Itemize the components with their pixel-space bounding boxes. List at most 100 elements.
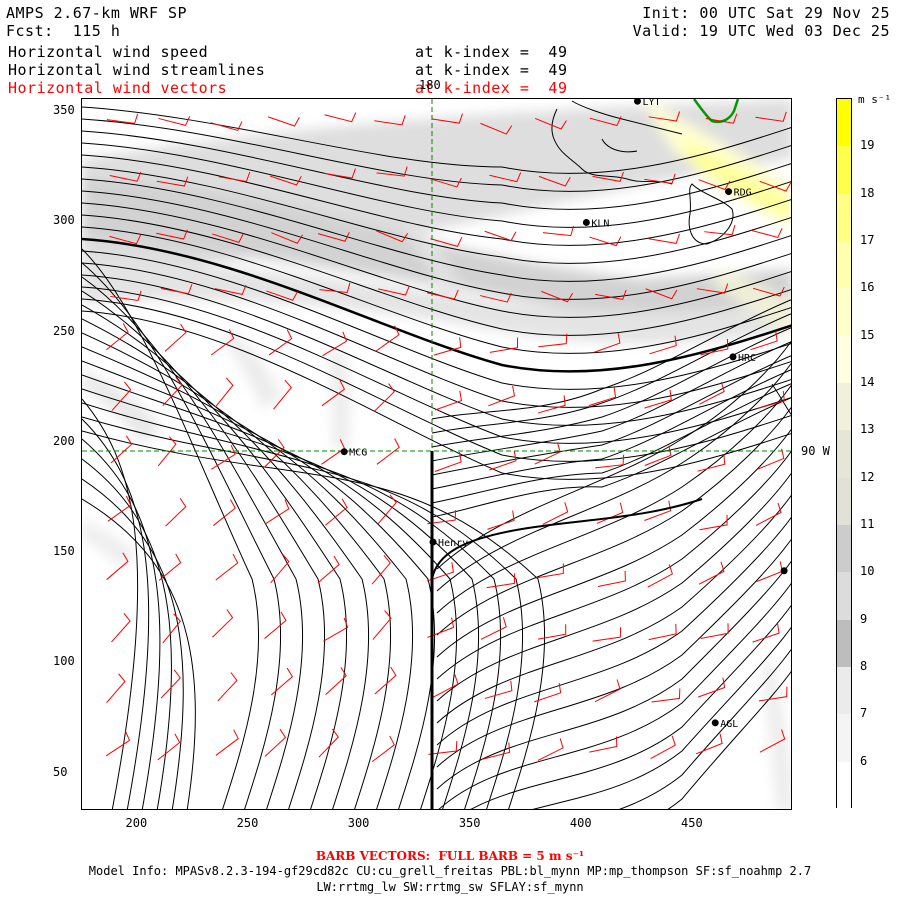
- wind-barb: [538, 395, 566, 414]
- station-marker: [729, 353, 737, 361]
- station-marker: [340, 448, 348, 456]
- wind-barb: [111, 381, 132, 411]
- y-tick-label: 250: [53, 323, 75, 338]
- colorbar-segment: [837, 667, 851, 715]
- wind-barb: [376, 230, 409, 243]
- wind-barb: [429, 177, 462, 188]
- x-tick-label: 450: [681, 816, 703, 830]
- streamline: [82, 178, 791, 282]
- wind-barb: [317, 555, 340, 584]
- streamline: [618, 648, 791, 809]
- station-label: HRC: [738, 353, 756, 364]
- field-name-3: Horizontal wind vectors: [8, 79, 228, 97]
- streamline: [438, 582, 791, 809]
- wind-barb: [210, 329, 235, 356]
- streamline: [82, 418, 150, 809]
- streamline: [436, 384, 791, 614]
- wind-barb: [595, 454, 625, 469]
- streamline: [82, 304, 348, 809]
- wind-barb: [214, 284, 247, 295]
- wind-barb: [535, 117, 567, 130]
- wind-barb: [649, 335, 677, 355]
- wind-barb: [264, 499, 290, 525]
- wind-barb: [375, 325, 400, 352]
- wind-barb: [162, 376, 183, 407]
- wind-barb: [211, 444, 236, 470]
- colorbar-segment: [837, 383, 851, 431]
- wind-barb: [699, 381, 725, 405]
- model-title: AMPS 2.67-km WRF SP: [6, 4, 188, 22]
- field-name-1: Horizontal wind speed: [8, 43, 209, 61]
- streamline: [82, 237, 791, 373]
- y-tick-label: 200: [53, 433, 75, 448]
- colorbar-label: 10: [860, 564, 875, 579]
- wind-barb: [698, 179, 731, 191]
- wind-barb: [480, 617, 507, 640]
- streamline: [436, 494, 791, 724]
- streamline: [436, 538, 791, 768]
- wind-barb: [164, 323, 187, 352]
- wind-barb: [105, 731, 131, 757]
- wind-barb: [160, 284, 193, 295]
- wind-barb: [325, 498, 348, 526]
- wind-barb: [700, 623, 729, 640]
- streamline: [436, 340, 791, 570]
- streamline: [436, 472, 791, 702]
- streamline: [82, 166, 791, 264]
- wind-barb: [489, 337, 519, 353]
- wind-barb: [592, 627, 622, 642]
- streamline: [436, 450, 791, 680]
- streamline: [82, 250, 791, 390]
- wind-barb: [273, 379, 292, 410]
- meridian-label-180: 180: [419, 78, 441, 92]
- colorbar-segment: [837, 241, 851, 289]
- colorbar-label: 15: [860, 327, 875, 342]
- wind-barb: [218, 171, 251, 183]
- wind-barb: [371, 735, 395, 763]
- wind-barb: [263, 439, 285, 468]
- wind-barb: [374, 115, 406, 126]
- wind-barb: [109, 234, 142, 245]
- meridian-label-90w: 90 W: [801, 444, 830, 458]
- wind-barb: [648, 623, 677, 641]
- wind-barb: [648, 111, 681, 122]
- y-tick-label: 50: [53, 764, 68, 779]
- colorbar-segment: [837, 761, 851, 810]
- wind-barb: [594, 679, 621, 703]
- streamline: [82, 360, 436, 809]
- wind-barb: [534, 682, 562, 703]
- wind-barb: [752, 623, 780, 643]
- y-tick-label: 150: [53, 544, 75, 559]
- streamline: [82, 226, 791, 354]
- wind-barb: [158, 553, 182, 581]
- wind-barb: [158, 116, 191, 127]
- colorbar-segment: [837, 430, 851, 479]
- forecast-hour: Fcst: 115 h: [6, 22, 121, 40]
- wind-barb: [162, 613, 181, 644]
- wind-barb: [213, 499, 236, 526]
- streamline: [82, 276, 304, 809]
- wind-barb: [110, 435, 133, 464]
- wind-barb: [697, 454, 726, 472]
- colorbar-label: 8: [860, 659, 868, 673]
- barb-note: BARB VECTORS: FULL BARB = 5 m s⁻¹: [315, 849, 585, 863]
- valid-time: Valid: 19 UTC Wed 03 Dec 25: [632, 22, 890, 40]
- wind-barb: [699, 514, 728, 531]
- wind-barb: [595, 289, 627, 300]
- wind-barb: [210, 121, 243, 132]
- station-marker: [633, 99, 641, 105]
- streamline: [436, 406, 791, 636]
- streamline: [82, 430, 546, 809]
- graticule: [82, 99, 791, 452]
- wind-barb: [156, 229, 188, 240]
- colorbar-segment: [837, 714, 851, 763]
- wind-barb: [759, 729, 786, 753]
- wind-barb: [433, 337, 462, 356]
- wind-barb: [489, 450, 517, 471]
- wind-barb: [434, 452, 462, 472]
- wind-barb: [433, 674, 459, 698]
- wind-barb: [264, 611, 287, 639]
- wind-barb: [750, 331, 778, 351]
- wind-barb: [650, 735, 676, 759]
- streamline: [431, 299, 791, 420]
